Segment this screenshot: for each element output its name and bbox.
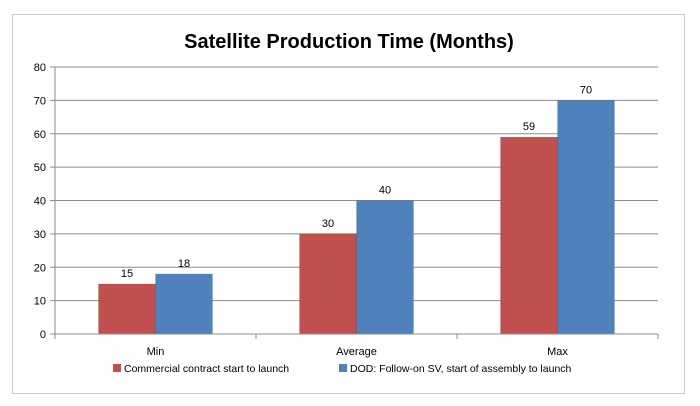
chart-title: Satellite Production Time (Months) <box>184 31 514 53</box>
data-label: 15 <box>121 268 133 280</box>
data-label: 18 <box>178 258 190 270</box>
legend-swatch <box>339 364 347 372</box>
data-label: 40 <box>379 185 391 197</box>
data-label: 59 <box>523 121 535 133</box>
x-tick-label: Average <box>336 346 377 358</box>
bars: 15 18 30 40 59 70 <box>98 84 615 335</box>
y-tick-label: 80 <box>34 62 46 74</box>
bar <box>557 100 615 335</box>
x-tick-label: Max <box>547 346 568 358</box>
bar-chart: Satellite Production Time (Months) 0 10 20… <box>34 31 659 375</box>
y-axis: 0 10 20 30 40 50 60 70 80 <box>34 62 56 341</box>
y-tick-label: 60 <box>34 129 46 141</box>
bar <box>299 233 357 335</box>
data-label: 70 <box>580 84 592 96</box>
x-tick-label: Min <box>147 346 165 358</box>
chart-frame: Satellite Production Time (Months) 0 10 20… <box>12 14 685 394</box>
bar <box>500 136 558 335</box>
legend-label: DOD: Follow-on SV, start of assembly to … <box>350 363 572 375</box>
bar <box>356 200 414 335</box>
y-tick-label: 0 <box>40 329 46 341</box>
bar <box>98 283 156 335</box>
bar <box>155 273 213 335</box>
y-tick-label: 50 <box>34 162 46 174</box>
legend-swatch <box>113 364 121 372</box>
y-tick-label: 70 <box>34 95 46 107</box>
data-label: 30 <box>322 218 334 230</box>
legend: Commercial contract start to launch DOD: … <box>113 363 572 375</box>
y-tick-label: 40 <box>34 196 46 208</box>
legend-label: Commercial contract start to launch <box>124 363 289 375</box>
y-tick-label: 10 <box>34 296 46 308</box>
y-tick-label: 20 <box>34 262 46 274</box>
x-axis: Min Average Max <box>54 333 659 358</box>
y-tick-label: 30 <box>34 229 46 241</box>
